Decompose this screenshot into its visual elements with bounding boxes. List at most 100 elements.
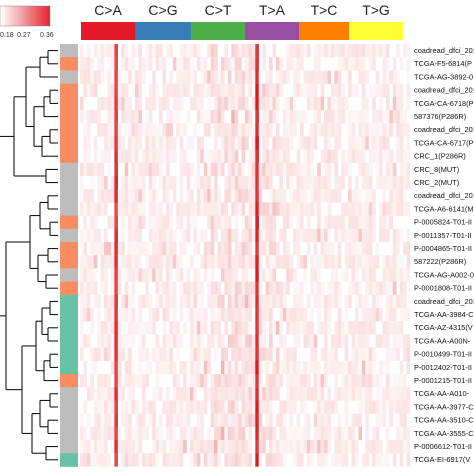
heatmap-cell bbox=[344, 162, 349, 177]
heatmap-cell bbox=[196, 242, 201, 256]
heatmap-cell bbox=[351, 334, 356, 348]
heatmap-cell bbox=[135, 162, 139, 177]
heatmap-cell bbox=[317, 294, 321, 309]
heatmap-cell bbox=[220, 242, 225, 256]
heatmap-cell bbox=[110, 83, 115, 97]
heatmap-cell bbox=[275, 136, 280, 150]
heatmap-cell bbox=[162, 189, 167, 203]
heatmap-cell bbox=[207, 215, 211, 229]
heatmap-cell bbox=[248, 400, 253, 414]
heatmap-cell bbox=[97, 70, 101, 84]
heatmap-cell bbox=[334, 347, 339, 361]
heatmap-cell bbox=[272, 360, 277, 375]
heatmap-cell bbox=[385, 228, 390, 243]
heatmap-cell bbox=[245, 215, 249, 229]
heatmap-cell bbox=[145, 321, 149, 335]
heatmap-cell bbox=[279, 294, 284, 309]
heatmap-cell bbox=[148, 215, 153, 229]
heatmap-cell bbox=[83, 242, 88, 256]
sample-label: P-0010499-T01-II bbox=[414, 350, 472, 359]
heatmap-cell bbox=[104, 413, 108, 427]
heatmap-cell bbox=[86, 268, 91, 282]
heatmap-cell bbox=[100, 374, 105, 388]
heatmap-cell bbox=[255, 110, 259, 124]
heatmap-cell bbox=[389, 268, 394, 282]
heatmap-cell bbox=[159, 255, 163, 269]
heatmap-cell bbox=[138, 123, 143, 137]
heatmap-cell bbox=[262, 149, 266, 163]
heatmap-cell bbox=[135, 44, 139, 58]
heatmap-cell bbox=[107, 242, 112, 256]
heatmap-cell bbox=[385, 215, 390, 229]
heatmap-cell bbox=[217, 123, 222, 137]
heatmap-cell bbox=[269, 57, 273, 71]
heatmap-cell bbox=[403, 413, 407, 427]
heatmap-cell bbox=[238, 281, 242, 295]
heatmap-cell bbox=[379, 83, 383, 97]
heatmap-cell bbox=[313, 110, 318, 124]
heatmap-cell bbox=[396, 44, 400, 58]
group-cell bbox=[60, 387, 78, 401]
heatmap-cell bbox=[327, 176, 332, 190]
heatmap-cell bbox=[186, 294, 191, 309]
heatmap-cell bbox=[289, 426, 294, 441]
heatmap-cell bbox=[265, 308, 270, 322]
heatmap-cell bbox=[114, 360, 119, 375]
heatmap-cell bbox=[172, 374, 177, 388]
heatmap-cell bbox=[385, 334, 390, 348]
heatmap-cell bbox=[217, 308, 222, 322]
heatmap-cell bbox=[372, 347, 376, 361]
heatmap-cell bbox=[220, 268, 225, 282]
heatmap-cell bbox=[238, 123, 242, 137]
heatmap-cell bbox=[179, 413, 184, 427]
heatmap-cell bbox=[275, 387, 280, 401]
heatmap-cell bbox=[337, 96, 342, 111]
heatmap-cell bbox=[317, 176, 321, 190]
heatmap-cell bbox=[396, 294, 400, 309]
heatmap-cell bbox=[337, 294, 342, 309]
heatmap-cell bbox=[399, 294, 404, 309]
heatmap-cell bbox=[334, 96, 339, 111]
heatmap-cell bbox=[310, 176, 314, 190]
heatmap-cell bbox=[176, 321, 180, 335]
heatmap-cell bbox=[110, 44, 115, 58]
heatmap-cell bbox=[193, 334, 198, 348]
heatmap-cell bbox=[121, 176, 125, 190]
heatmap-cell bbox=[179, 255, 184, 269]
heatmap-cell bbox=[169, 268, 174, 282]
heatmap-cell bbox=[227, 360, 232, 375]
heatmap-cell bbox=[358, 70, 363, 84]
heatmap-cell bbox=[155, 281, 160, 295]
group-cell bbox=[60, 453, 78, 467]
heatmap-cell bbox=[141, 387, 146, 401]
heatmap-cell bbox=[324, 44, 328, 58]
heatmap-cell bbox=[165, 400, 170, 414]
heatmap-cell bbox=[186, 387, 191, 401]
heatmap-cell bbox=[306, 176, 311, 190]
heatmap-cell bbox=[234, 228, 239, 243]
heatmap-cell bbox=[361, 268, 366, 282]
heatmap-cell bbox=[313, 57, 318, 71]
heatmap-cell bbox=[210, 242, 215, 256]
heatmap-cell bbox=[320, 294, 325, 309]
heatmap-cell bbox=[282, 334, 287, 348]
heatmap-cell bbox=[128, 400, 132, 414]
heatmap-cell bbox=[392, 347, 397, 361]
heatmap-cell bbox=[121, 228, 125, 243]
heatmap-cell bbox=[162, 70, 167, 84]
heatmap-cell bbox=[114, 453, 119, 467]
heatmap-cell bbox=[324, 176, 328, 190]
heatmap-cell bbox=[368, 268, 373, 282]
heatmap-cell bbox=[320, 83, 325, 97]
heatmap-cell bbox=[344, 426, 349, 441]
heatmap-cell bbox=[251, 149, 256, 163]
heatmap-cell bbox=[107, 347, 112, 361]
heatmap-cell bbox=[224, 242, 229, 256]
heatmap-cell bbox=[310, 347, 314, 361]
mutation-type-label-3: C>T bbox=[205, 2, 232, 18]
heatmap-cell bbox=[214, 426, 218, 441]
heatmap-cell bbox=[399, 83, 404, 97]
heatmap-cell bbox=[399, 176, 404, 190]
heatmap-cell bbox=[165, 242, 170, 256]
heatmap-cell bbox=[241, 242, 246, 256]
